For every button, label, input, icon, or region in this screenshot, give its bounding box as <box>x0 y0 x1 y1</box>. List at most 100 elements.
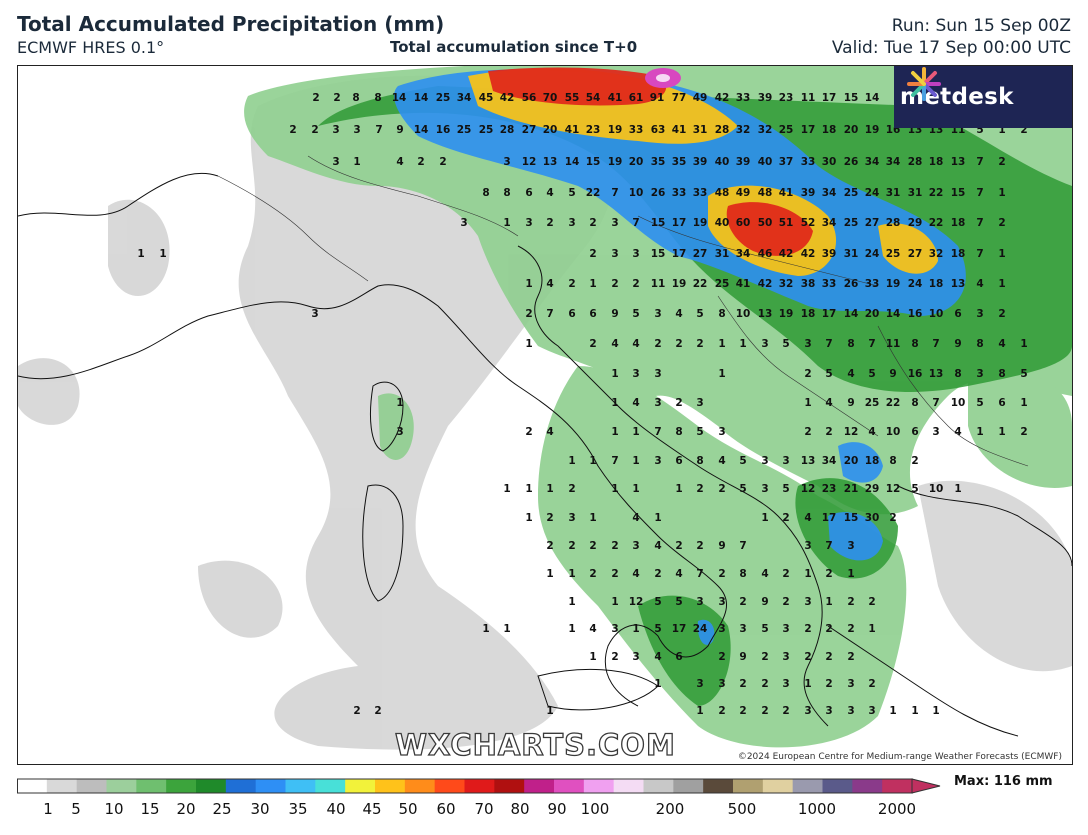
color-scale-cell <box>166 779 197 793</box>
precip-value: 34 <box>865 156 880 168</box>
precip-value: 1 <box>568 623 575 635</box>
precip-value: 24 <box>865 248 880 260</box>
precip-value: 6 <box>675 651 682 663</box>
precip-value: 2 <box>1020 426 1027 438</box>
precip-value: 34 <box>822 455 837 467</box>
precip-value: 7 <box>611 187 618 199</box>
copyright-notice: ©2024 European Centre for Medium-range W… <box>737 752 1062 762</box>
precip-value: 8 <box>998 368 1005 380</box>
precip-value: 27 <box>693 248 708 260</box>
precip-value: 91 <box>650 92 665 104</box>
precip-value: 1 <box>503 217 510 229</box>
precipitation-map[interactable]: 2 2 8 8 14 14 25 34 45 42 56 70 55 54 41 61 91 77 49 42 33 39… <box>17 65 1073 765</box>
precip-value: 49 <box>693 92 708 104</box>
precip-value: 28 <box>908 156 923 168</box>
precip-value: 18 <box>951 217 966 229</box>
precip-value: 16 <box>908 308 923 320</box>
color-scale-cell <box>464 779 495 793</box>
precip-value: 17 <box>822 512 837 524</box>
color-scale-tick-label: 60 <box>436 800 456 818</box>
precip-value: 1 <box>611 368 618 380</box>
precip-value: 8 <box>911 338 918 350</box>
precip-value: 8 <box>911 397 918 409</box>
metdesk-logo[interactable]: metdesk <box>894 66 1072 128</box>
precip-value: 38 <box>801 278 816 290</box>
precip-value: 3 <box>503 156 510 168</box>
precip-value: 3 <box>804 338 811 350</box>
burst-icon <box>907 67 941 101</box>
precip-value: 1 <box>998 187 1005 199</box>
precip-value: 6 <box>525 187 532 199</box>
precip-value: 9 <box>611 308 618 320</box>
precip-value: 25 <box>886 248 901 260</box>
precip-value: 7 <box>976 156 983 168</box>
color-scale-arrow <box>911 778 941 794</box>
precip-value: 37 <box>779 156 794 168</box>
precip-value: 6 <box>568 308 575 320</box>
color-scale-tick-label: 70 <box>474 800 494 818</box>
precip-value: 20 <box>844 124 859 136</box>
precip-value: 49 <box>736 187 751 199</box>
precip-value: 2 <box>675 338 682 350</box>
color-scale-cell <box>46 779 78 793</box>
precip-value: 3 <box>332 156 339 168</box>
precip-value: 1 <box>611 483 618 495</box>
color-scale-tick-label: 30 <box>250 800 270 818</box>
color-scale-cell <box>17 779 48 793</box>
precip-value: 5 <box>911 483 918 495</box>
precip-value: 19 <box>865 124 880 136</box>
precip-value: 12 <box>522 156 537 168</box>
precip-value: 1 <box>868 623 875 635</box>
color-scale-cell <box>315 779 346 793</box>
precip-value: 7 <box>825 338 832 350</box>
precip-value: 5 <box>568 187 575 199</box>
precip-value: 1 <box>954 483 961 495</box>
precip-value: 29 <box>865 483 880 495</box>
precip-value: 1 <box>568 596 575 608</box>
precip-value: 25 <box>844 187 859 199</box>
precip-value: 3 <box>718 623 725 635</box>
precip-value: 1 <box>761 512 768 524</box>
precip-value: 4 <box>611 338 618 350</box>
precip-value: 1 <box>847 568 854 580</box>
precip-value: 19 <box>608 156 623 168</box>
color-scale-labels: 1 5 10 15 20 25 30 35 40 45 50 60 70 80 90 100 200 500 100… <box>17 800 942 820</box>
precip-value: 34 <box>886 156 901 168</box>
precip-value: 3 <box>353 124 360 136</box>
precip-value: 16 <box>908 368 923 380</box>
precip-value: 8 <box>718 308 725 320</box>
color-scale-tick-label: 35 <box>288 800 308 818</box>
precip-value: 2 <box>546 540 553 552</box>
precip-value: 9 <box>718 540 725 552</box>
precip-value: 20 <box>865 308 880 320</box>
precip-value: 2 <box>311 124 318 136</box>
precip-value: 1 <box>546 483 553 495</box>
precip-value: 52 <box>801 217 816 229</box>
precip-value: 5 <box>696 308 703 320</box>
precip-value: 11 <box>651 278 666 290</box>
precip-value: 40 <box>715 217 730 229</box>
precip-value: 1 <box>1020 397 1027 409</box>
precip-value: 2 <box>289 124 296 136</box>
precip-value: 1 <box>998 278 1005 290</box>
color-scale-tick-label: 40 <box>326 800 346 818</box>
precip-value: 42 <box>500 92 515 104</box>
precip-value: 15 <box>586 156 601 168</box>
precip-value: 2 <box>696 338 703 350</box>
precip-value: 33 <box>693 187 708 199</box>
precip-value: 45 <box>479 92 494 104</box>
precip-value: 42 <box>801 248 816 260</box>
color-scale-tick-label: 25 <box>212 800 232 818</box>
precip-value: 2 <box>696 540 703 552</box>
precip-value: 3 <box>761 338 768 350</box>
precip-value: 5 <box>825 368 832 380</box>
precip-value: 17 <box>822 92 837 104</box>
color-scale-cell <box>524 779 555 793</box>
precip-value: 9 <box>396 124 403 136</box>
precip-value: 2 <box>847 596 854 608</box>
precip-value: 21 <box>844 483 859 495</box>
precip-value: 2 <box>804 368 811 380</box>
precip-value: 25 <box>457 124 472 136</box>
precip-value: 3 <box>804 596 811 608</box>
precip-value: 1 <box>589 455 596 467</box>
